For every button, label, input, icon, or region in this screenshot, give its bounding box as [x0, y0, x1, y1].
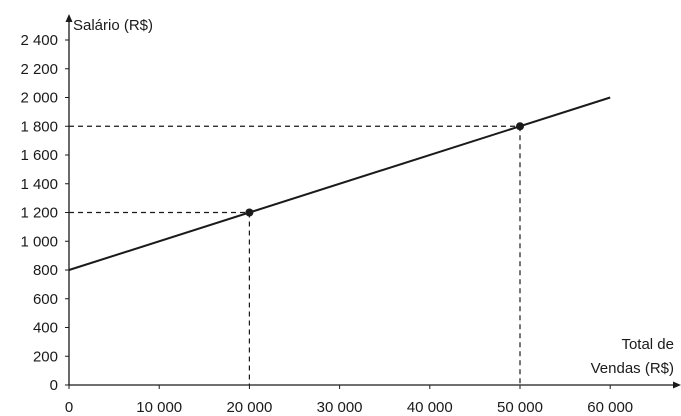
- data-point: [245, 208, 254, 217]
- highlighted-points: [245, 122, 524, 217]
- x-tick-label: 20 000: [226, 399, 272, 416]
- y-tick-label: 0: [50, 377, 58, 394]
- y-tick-label: 1 400: [20, 176, 58, 193]
- x-tick-label: 50 000: [497, 399, 543, 416]
- x-tick-label: 40 000: [407, 399, 453, 416]
- y-tick-label: 600: [33, 291, 58, 308]
- x-tick-label: 30 000: [317, 399, 363, 416]
- x-tick-label: 60 000: [587, 399, 633, 416]
- y-tick-label: 1 000: [20, 233, 58, 250]
- series: [68, 96, 611, 271]
- x-axis-label-line-2: Vendas (R$): [591, 360, 674, 377]
- y-ticks: 0 200 400 600 800 1 000 1 200 1 400 1 600 1 800 2 …: [20, 32, 69, 394]
- y-tick-label: 2 400: [20, 32, 58, 49]
- x-axis-label-line-1: Total de: [621, 336, 674, 353]
- y-tick-label: 2 000: [20, 90, 58, 107]
- x-axis-arrow: [673, 381, 681, 389]
- y-tick-label: 2 200: [20, 61, 58, 78]
- axes: [65, 14, 681, 389]
- y-tick-label: 800: [33, 262, 58, 279]
- x-tick-label: 0: [65, 399, 73, 416]
- y-tick-label: 1 600: [20, 147, 58, 164]
- y-axis-arrow: [65, 14, 73, 22]
- x-ticks: 0 10 000 20 000 30 000 40 000 50 000 60 000: [65, 385, 633, 416]
- guide-lines: [69, 125, 521, 385]
- y-tick-label: 1 200: [20, 205, 58, 222]
- x-tick-label: 10 000: [136, 399, 182, 416]
- series-line: [68, 96, 611, 271]
- data-point: [516, 122, 524, 131]
- y-axis-label: Salário (R$): [73, 17, 153, 34]
- y-tick-label: 1 800: [20, 118, 58, 135]
- y-tick-label: 200: [33, 348, 58, 365]
- y-tick-label: 400: [33, 320, 58, 337]
